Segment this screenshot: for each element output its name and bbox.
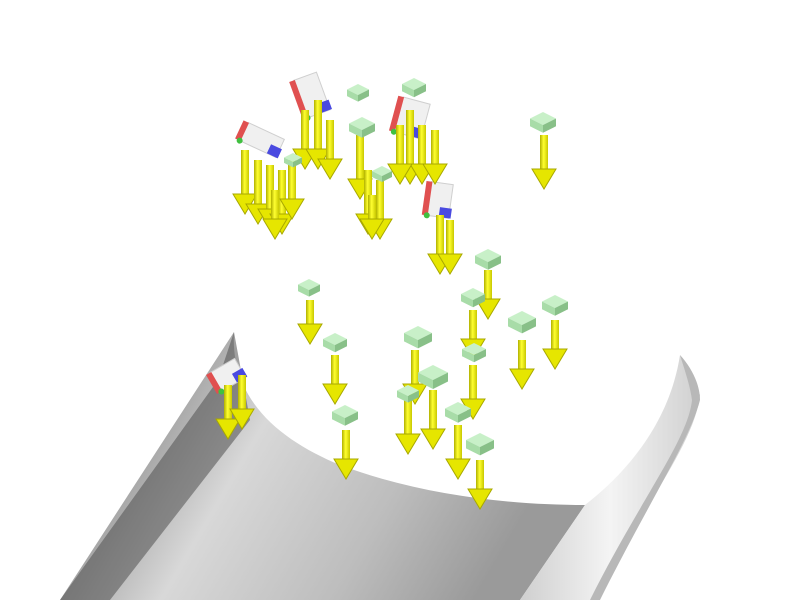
rigid-block [235,120,286,159]
gravity-arrow [542,320,568,370]
falling-cube [404,326,432,349]
objects-layer [206,71,568,510]
gravity-arrow [387,125,413,185]
gravity-arrow [322,355,348,405]
falling-cube [347,84,369,102]
falling-cube [542,295,568,316]
gravity-arrow [297,300,323,345]
falling-cube [530,112,556,133]
gravity-arrow [333,430,359,480]
falling-cube [418,365,448,389]
falling-cube [475,249,501,270]
falling-cube [372,166,392,182]
falling-cube [397,385,419,403]
gravity-arrow [467,460,493,510]
gravity-arrow [395,400,421,455]
falling-cube [349,117,375,138]
gravity-arrow [215,385,241,440]
falling-cube [323,333,347,353]
falling-cube [332,405,358,426]
falling-cube [466,433,494,456]
falling-cube [298,279,320,297]
gravity-arrow [262,190,288,240]
gravity-arrow [437,220,463,275]
falling-cube [462,343,486,363]
falling-cube [445,402,471,423]
curved-surface [60,332,700,600]
gravity-arrow [531,135,557,190]
falling-cube [461,288,485,308]
gravity-arrow [445,425,471,480]
rigid-block [421,180,454,219]
gravity-arrow [509,340,535,390]
gravity-arrow [475,270,501,320]
rigid-block [289,71,332,121]
gravity-arrow [279,160,305,220]
rigid-block [206,357,248,395]
gravity-arrow [229,375,255,430]
falling-cube [284,153,302,168]
gravity-arrow [317,120,343,180]
falling-cube [402,78,426,98]
falling-cube [508,311,536,334]
gravity-arrow [420,390,446,450]
gravity-arrow [359,195,385,240]
gravity-arrow [422,130,448,185]
